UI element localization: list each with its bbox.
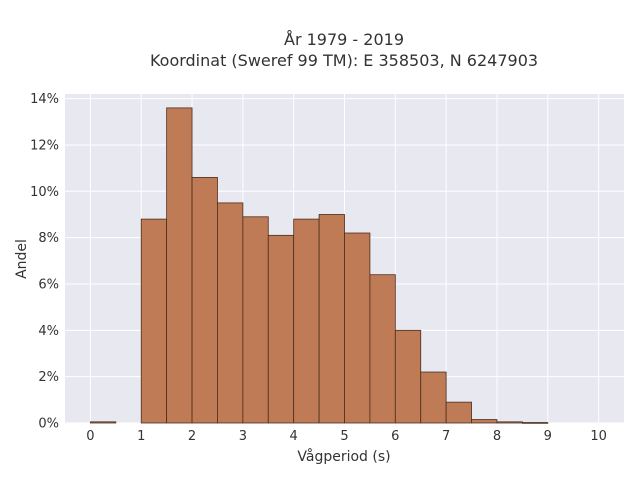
histogram-bar <box>166 107 193 424</box>
histogram-bar <box>293 218 320 424</box>
chart-title-line1: År 1979 - 2019 <box>284 30 404 49</box>
y-tick-label: 2% <box>38 370 59 385</box>
histogram-bar <box>420 371 447 424</box>
y-tick-label: 12% <box>30 138 59 153</box>
histogram-bar <box>344 232 371 424</box>
x-tick-label: 0 <box>86 429 94 444</box>
y-tick-label: 10% <box>30 185 59 200</box>
histogram-bar <box>496 421 523 424</box>
x-tick-label: 3 <box>239 429 247 444</box>
histogram-bar <box>242 216 269 424</box>
histogram-bar <box>521 422 549 424</box>
x-tick-label: 4 <box>290 429 298 444</box>
histogram-bar <box>90 421 117 424</box>
x-tick-label: 8 <box>493 429 501 444</box>
x-tick-label: 9 <box>544 429 552 444</box>
histogram-bar <box>140 218 168 424</box>
x-axis-label: Vågperiod (s) <box>297 448 390 465</box>
chart-title-line2: Koordinat (Sweref 99 TM): E 358503, N 62… <box>150 51 538 70</box>
histogram-bar <box>318 214 345 424</box>
x-tick-label: 2 <box>188 429 196 444</box>
histogram-bar <box>191 177 218 424</box>
histogram-bar <box>267 234 295 424</box>
histogram-bar <box>369 274 396 424</box>
y-axis-label: Andel <box>14 239 30 279</box>
histogram-bar <box>445 401 472 424</box>
x-tick-label: 6 <box>391 429 399 444</box>
histogram-bar <box>394 329 422 424</box>
y-tick-label: 0% <box>38 417 59 432</box>
y-tick-label: 14% <box>30 92 59 107</box>
x-tick-label: 1 <box>137 429 145 444</box>
histogram-bar <box>471 419 498 424</box>
x-tick-label: 7 <box>442 429 450 444</box>
histogram-bar <box>217 202 244 424</box>
plot-area: 0 1 2 3 4 5 6 7 8 9 10 0% 2% 4% 6% 8% 10% 12% 14% <box>30 92 624 444</box>
y-tick-label: 8% <box>38 231 59 246</box>
x-tick-label: 10 <box>590 429 607 444</box>
x-tick-label: 5 <box>340 429 348 444</box>
y-tick-label: 6% <box>38 277 59 292</box>
y-tick-label: 4% <box>38 324 59 339</box>
